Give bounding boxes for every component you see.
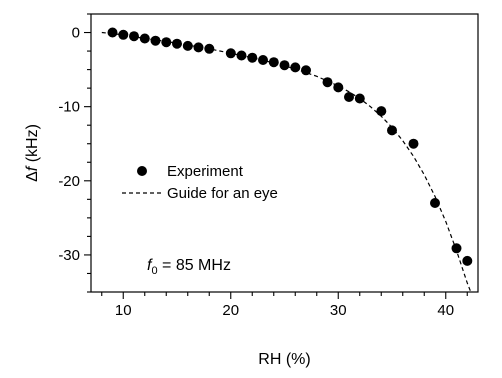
tick-labels: 10 20 30 40 0 -10 -20 -30 — [58, 25, 454, 319]
experiment-point — [279, 60, 290, 71]
experiment-point — [268, 57, 279, 68]
legend: Experiment Guide for an eye — [122, 163, 278, 202]
experiment-point — [408, 138, 419, 149]
y-axis-label: Δf (kHz) — [24, 124, 41, 182]
x-tick-label: 20 — [222, 302, 239, 319]
frequency-annotation-sub: 0 — [151, 265, 157, 277]
x-axis-label: RH (%) — [258, 351, 310, 368]
experiment-point — [247, 52, 258, 63]
y-axis-label-suffix: (kHz) — [24, 124, 41, 167]
y-axis-label-prefix: Δ — [24, 171, 41, 182]
y-tick-label: 0 — [72, 25, 80, 42]
experiment-point — [107, 27, 118, 38]
frequency-annotation-text: = 85 MHz — [158, 257, 231, 274]
experiment-point — [354, 93, 365, 104]
ticks — [84, 13, 468, 299]
x-tick-label: 10 — [115, 302, 132, 319]
experiment-point — [387, 125, 397, 136]
experiment-point — [182, 40, 193, 51]
experiment-point — [150, 35, 161, 46]
x-tick-label: 40 — [437, 302, 454, 319]
experiment-point — [301, 65, 311, 76]
plot-frame — [90, 13, 479, 293]
experiment-point — [451, 243, 462, 254]
experiment-point — [193, 42, 204, 53]
experiment-point — [333, 82, 344, 93]
experiment-point — [462, 255, 473, 266]
experiment-point — [344, 92, 354, 102]
plot-area-border — [90, 13, 479, 293]
experiment-point — [430, 198, 440, 208]
experiment-point — [139, 33, 150, 44]
experiment-point — [204, 43, 215, 54]
y-tick-label: -10 — [58, 99, 80, 116]
experiment-point — [129, 31, 139, 42]
legend-marker-experiment — [137, 166, 147, 176]
frequency-annotation-var: f — [147, 257, 153, 274]
experiment-point — [322, 77, 333, 88]
experiment-point — [376, 106, 387, 117]
experiment-point — [118, 29, 129, 40]
experiment-point — [225, 48, 236, 59]
series-experiment-points — [107, 27, 473, 266]
legend-label-guide: Guide for an eye — [167, 185, 278, 202]
experiment-point — [161, 37, 172, 48]
y-tick-label: -20 — [58, 173, 80, 190]
experiment-point — [290, 62, 301, 73]
experiment-point — [172, 38, 182, 49]
experiment-point — [258, 55, 268, 65]
y-tick-label: -30 — [58, 247, 80, 264]
y-axis-label-var: f — [24, 165, 41, 171]
x-tick-label: 30 — [330, 302, 347, 319]
frequency-annotation: f0 = 85 MHz — [147, 257, 231, 277]
legend-label-experiment: Experiment — [167, 163, 244, 180]
experiment-point — [236, 50, 247, 61]
